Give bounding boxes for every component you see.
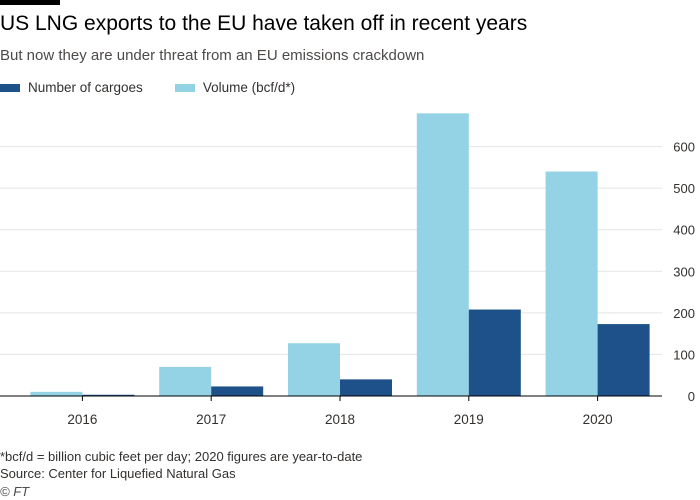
- legend-label-volume: Volume (bcf/d*): [202, 80, 296, 95]
- bar-volume: [288, 343, 340, 396]
- bar-cargoes: [468, 309, 521, 396]
- legend-item-volume: Volume (bcf/d*): [174, 80, 296, 95]
- chart-title: US LNG exports to the EU have taken off …: [0, 12, 528, 35]
- bar-cargoes: [597, 324, 650, 396]
- x-tick-label: 2018: [325, 412, 355, 427]
- bar-cargoes: [82, 394, 135, 396]
- copyright: © FT: [0, 484, 30, 499]
- legend: Number of cargoes Volume (bcf/d*): [0, 80, 327, 95]
- bar-cargoes: [340, 379, 392, 396]
- x-tick-label: 2020: [583, 412, 613, 427]
- y-tick-label: 500: [673, 181, 695, 196]
- x-tick-label: 2019: [454, 412, 484, 427]
- ft-top-bar: [0, 0, 60, 5]
- bar-volume: [159, 366, 212, 396]
- y-tick-label: 0: [688, 389, 695, 404]
- y-tick-label: 600: [673, 140, 695, 155]
- bar-volume: [545, 171, 598, 396]
- y-tick-label: 400: [673, 223, 695, 238]
- y-tick-label: 100: [673, 347, 695, 362]
- y-tick-label: 200: [673, 306, 695, 321]
- bar-cargoes: [211, 386, 264, 396]
- legend-item-cargoes: Number of cargoes: [0, 80, 143, 95]
- legend-swatch-cargoes: [0, 83, 20, 92]
- legend-swatch-volume: [174, 83, 195, 92]
- bar-volume: [30, 391, 83, 396]
- x-tick-label: 2017: [196, 412, 226, 427]
- legend-label-cargoes: Number of cargoes: [28, 80, 143, 95]
- y-tick-label: 300: [673, 264, 695, 279]
- chart-subtitle: But now they are under threat from an EU…: [0, 47, 425, 64]
- bar-volume: [416, 113, 469, 397]
- footnote: *bcf/d = billion cubic feet per day; 202…: [0, 449, 363, 464]
- x-tick-label: 2016: [67, 412, 97, 427]
- source-note: Source: Center for Liquefied Natural Gas: [0, 466, 236, 481]
